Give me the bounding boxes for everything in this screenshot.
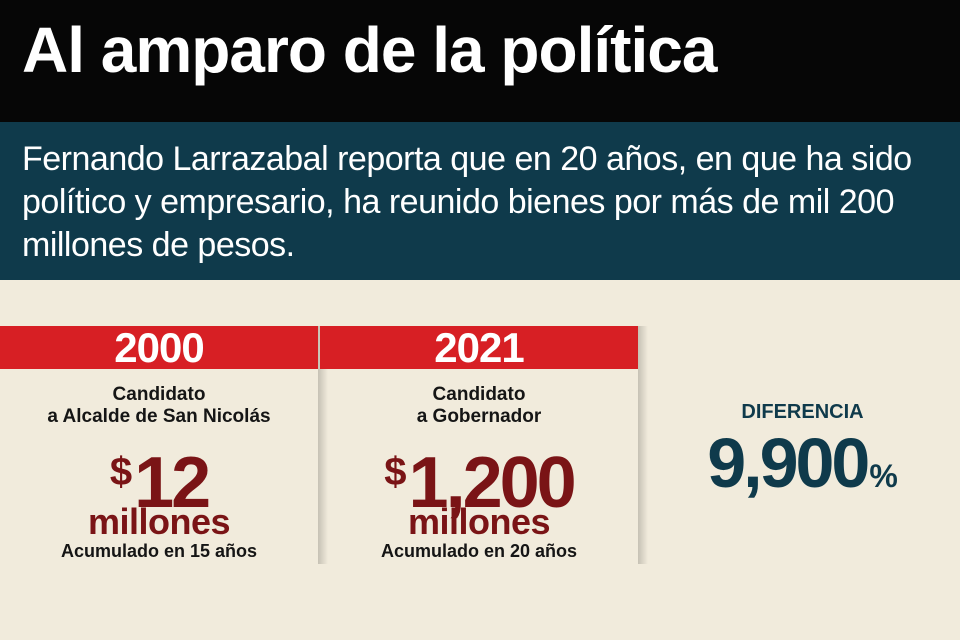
difference-label: DIFERENCIA xyxy=(741,401,864,423)
currency-symbol: $ xyxy=(384,450,407,494)
column-divider-shadow xyxy=(638,326,648,564)
column-divider-shadow xyxy=(318,326,328,564)
column-2000: 2000 Candidato a Alcalde de San Nicolás … xyxy=(0,326,318,564)
amount-value: $1,200 xyxy=(320,434,638,521)
percent-sign: % xyxy=(869,458,898,494)
amount-value: $12 xyxy=(0,434,318,521)
page-title: Al amparo de la política xyxy=(22,14,717,86)
role-line: a Gobernador xyxy=(416,406,542,427)
role-line: Candidato xyxy=(112,384,206,405)
year-label: 2021 xyxy=(320,326,638,369)
column-2021: 2021 Candidato a Gobernador $1,200 millo… xyxy=(320,326,638,564)
subtitle-bar xyxy=(0,122,960,280)
role-line: Candidato xyxy=(432,384,526,405)
difference-number: 9,900 xyxy=(707,424,870,502)
page-subtitle: Fernando Larrazabal reporta que en 20 añ… xyxy=(22,140,912,264)
year-label: 2000 xyxy=(0,326,318,369)
difference-value: 9,900% xyxy=(660,424,945,515)
amount-number: 12 xyxy=(134,443,211,523)
title-bar xyxy=(0,0,960,122)
difference-block: DIFERENCIA 9,900% xyxy=(660,400,945,515)
accumulated-note: Acumulado en 15 años xyxy=(60,541,258,561)
amount-unit: millones xyxy=(87,501,231,542)
amount-number: 1,200 xyxy=(408,443,577,523)
role-description: Candidato a Alcalde de San Nicolás xyxy=(0,384,318,428)
role-description: Candidato a Gobernador xyxy=(320,384,638,428)
amount-unit: millones xyxy=(407,501,551,542)
currency-symbol: $ xyxy=(109,450,133,494)
role-line: a Alcalde de San Nicolás xyxy=(47,406,271,427)
accumulated-note: Acumulado en 20 años xyxy=(380,541,578,561)
